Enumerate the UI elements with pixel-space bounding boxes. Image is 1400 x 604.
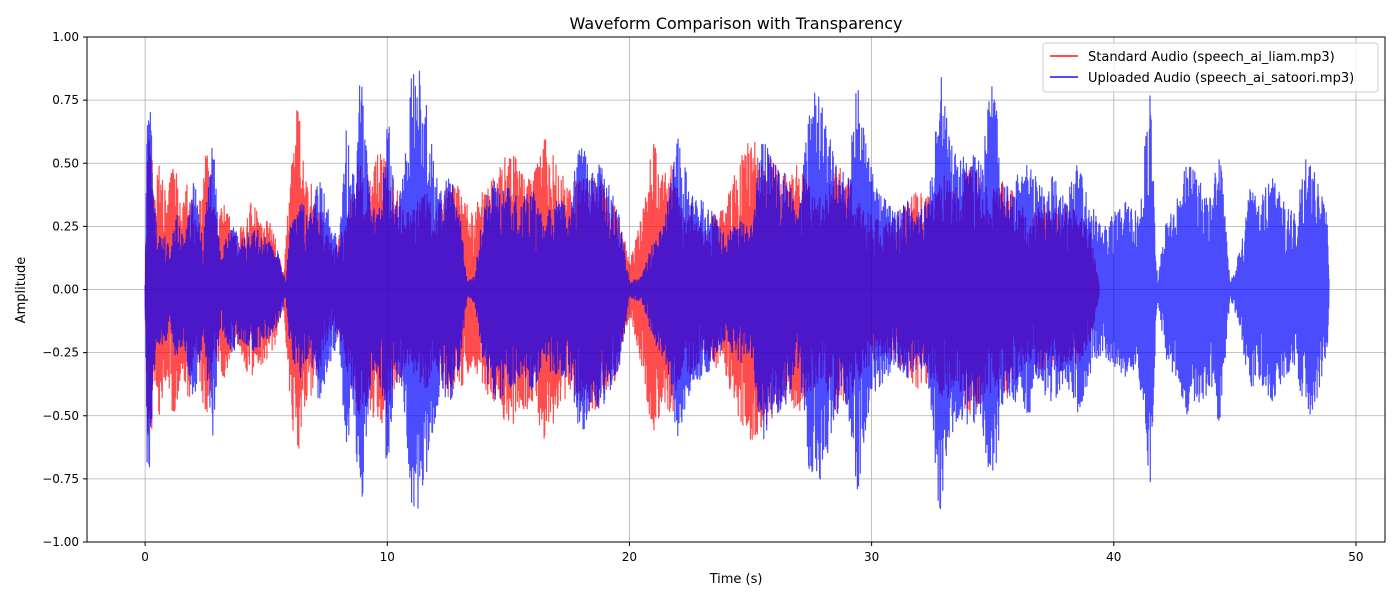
- axes-ticks: 0 10 20 30 40 50 −1.00 −0.75 −0.50 −0.25 0.00 0.25 0…: [42, 30, 1363, 564]
- y-tick-label: −0.50: [42, 409, 79, 423]
- chart-title: Waveform Comparison with Transparency: [570, 14, 903, 33]
- y-axis-label: Amplitude: [14, 257, 29, 324]
- y-tick-label: 0.75: [52, 93, 79, 107]
- legend-label-uploaded: Uploaded Audio (speech_ai_satoori.mp3): [1088, 71, 1354, 86]
- y-tick-label: −0.75: [42, 472, 79, 486]
- y-tick-label: 0.50: [52, 156, 79, 170]
- y-tick-label: −1.00: [42, 535, 79, 549]
- x-tick-label: 40: [1106, 550, 1121, 564]
- legend-box: [1042, 42, 1379, 93]
- y-tick-label: −0.25: [42, 346, 79, 360]
- x-tick-label: 20: [622, 550, 637, 564]
- y-tick-label: 0.00: [52, 283, 79, 297]
- legend: Standard Audio (speech_ai_liam.mp3) Uplo…: [1042, 42, 1379, 93]
- x-tick-label: 30: [864, 550, 879, 564]
- x-tick-label: 50: [1348, 550, 1363, 564]
- series-layer: [144, 70, 1330, 510]
- x-tick-label: 10: [380, 550, 395, 564]
- legend-label-standard: Standard Audio (speech_ai_liam.mp3): [1088, 50, 1335, 65]
- series-line-uploaded-audio: [144, 70, 1330, 510]
- x-tick-label: 0: [141, 550, 149, 564]
- y-tick-label: 1.00: [52, 30, 79, 44]
- x-axis-label: Time (s): [709, 572, 763, 587]
- y-tick-label: 0.25: [52, 219, 79, 233]
